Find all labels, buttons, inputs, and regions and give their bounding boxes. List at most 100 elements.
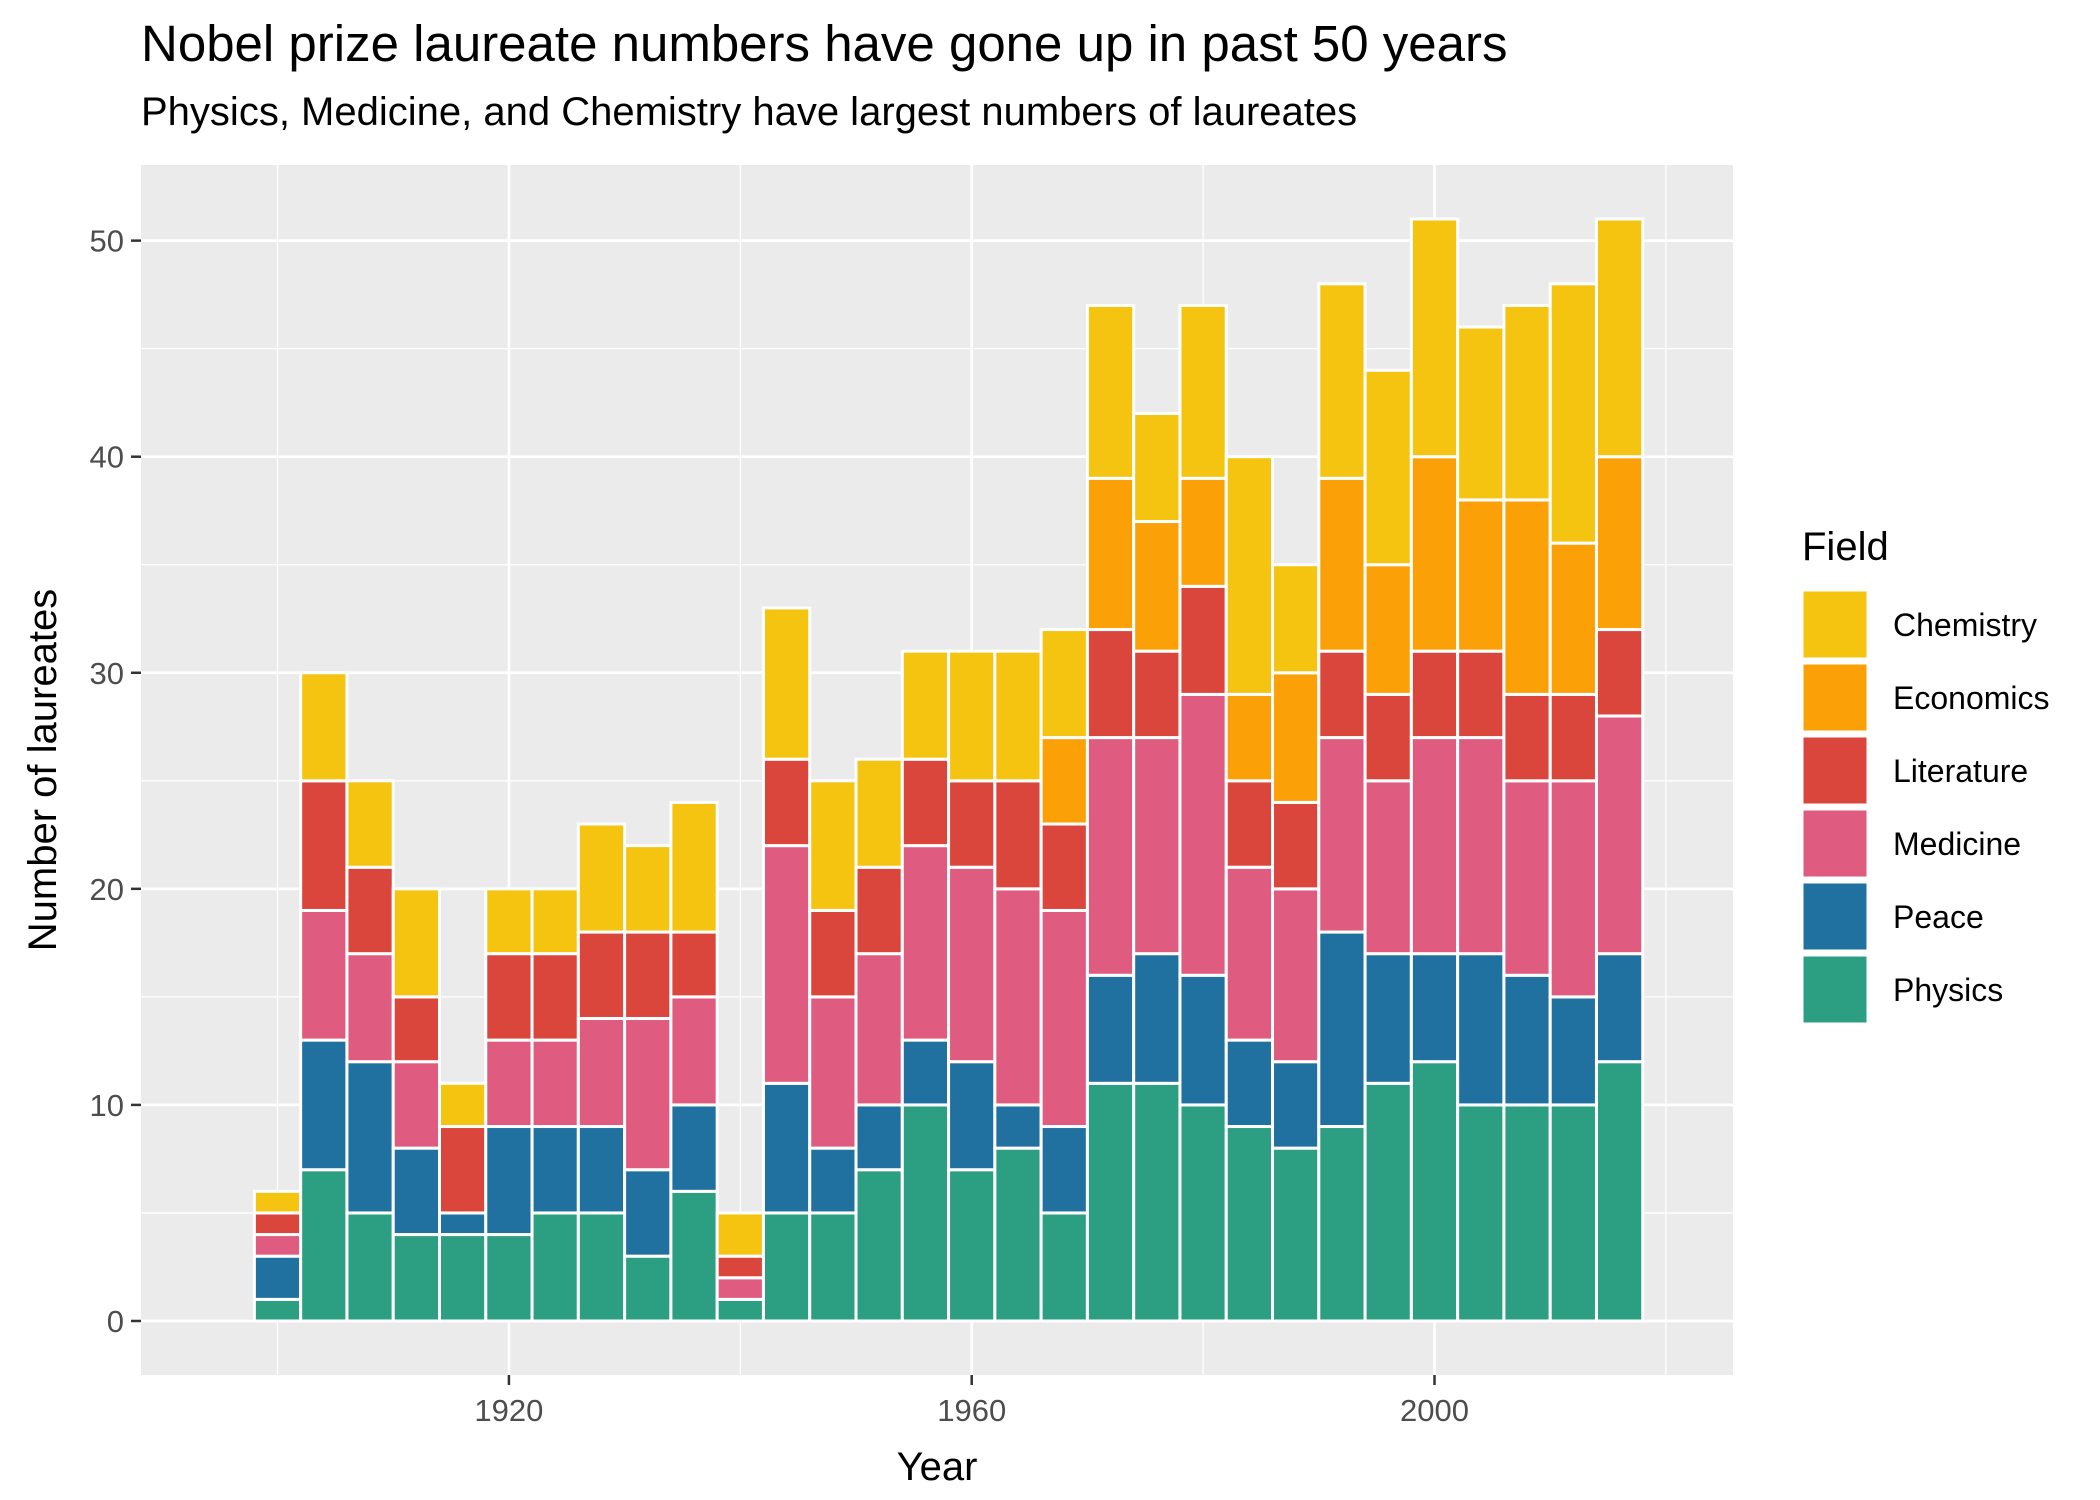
bar-segment-economics-1992: [1317, 476, 1367, 653]
bar-segment-medicine-1984: [1224, 865, 1275, 1042]
legend-key-economics: [1800, 661, 1870, 734]
bar-segment-medicine-2000: [1409, 736, 1460, 956]
bar-segment-physics-1912: [391, 1233, 441, 1323]
bar-segment-physics-1984: [1224, 1125, 1275, 1323]
bar-segment-peace-1956: [900, 1038, 951, 1107]
bar-segment-literature-1996: [1363, 692, 1413, 783]
bar-segment-chemistry-1936: [669, 800, 719, 934]
bar-segment-physics-1904: [299, 1168, 349, 1323]
bar-segment-literature-1920: [484, 952, 534, 1042]
bar-segment-chemistry-1996: [1363, 368, 1413, 567]
bar-segment-peace-1928: [576, 1125, 627, 1215]
bar-segment-literature-1948: [808, 908, 858, 999]
bar-segment-literature-2016: [1594, 628, 1645, 718]
bar-segment-peace-1920: [484, 1125, 534, 1237]
bar-segment-peace-1936: [669, 1103, 719, 1193]
bar-segment-peace-1916: [438, 1211, 488, 1237]
bar-segment-economics-2004: [1456, 498, 1506, 653]
bar-segment-peace-1996: [1363, 952, 1413, 1085]
bar-segment-medicine-2012: [1548, 779, 1598, 999]
bar-segment-literature-1936: [669, 930, 719, 999]
bar-segment-physics-1992: [1317, 1125, 1367, 1323]
legend-title: Field: [1802, 525, 1889, 569]
bar-segment-chemistry-1984: [1224, 455, 1275, 696]
bar-segment-physics-1960: [947, 1168, 997, 1323]
bar-segment-chemistry-1916: [438, 1081, 488, 1129]
bar-segment-peace-1988: [1271, 1060, 1321, 1150]
bar-segment-literature-2000: [1409, 649, 1460, 740]
bar-segment-peace-1924: [530, 1125, 580, 1215]
bar-segment-literature-1968: [1039, 822, 1089, 912]
bar-segment-peace-1948: [808, 1146, 858, 1215]
bar-segment-physics-1952: [854, 1168, 904, 1323]
bar-segment-medicine-2004: [1456, 736, 1506, 956]
bar-segment-physics-2004: [1456, 1103, 1506, 1323]
bar-segment-economics-1996: [1363, 563, 1413, 696]
bar-segment-peace-1968: [1039, 1125, 1089, 1215]
bar-segment-literature-2008: [1502, 692, 1552, 783]
bar-segment-chemistry-1948: [808, 779, 858, 912]
bar-segment-chemistry-1968: [1039, 628, 1089, 740]
bar-segment-peace-1900: [252, 1254, 303, 1301]
bar-segment-chemistry-1956: [900, 649, 951, 761]
y-tick-label: 10: [90, 1088, 124, 1123]
bar-segment-peace-2016: [1594, 952, 1645, 1064]
bar-segment-chemistry-1992: [1317, 282, 1367, 480]
bar-segment-medicine-1956: [900, 844, 951, 1042]
bar-segment-medicine-1944: [761, 844, 812, 1085]
bar-segment-literature-2004: [1456, 649, 1506, 740]
bar-segment-chemistry-1924: [530, 887, 580, 956]
bars-layer: [252, 217, 1645, 1323]
bar-segment-chemistry-1920: [484, 887, 534, 956]
bar-segment-physics-1996: [1363, 1081, 1413, 1323]
bar-segment-peace-2008: [1502, 973, 1552, 1107]
bar-segment-medicine-1932: [623, 1016, 673, 1172]
bar-segment-physics-1948: [808, 1211, 858, 1323]
bar-segment-peace-1976: [1132, 952, 1182, 1085]
y-tick-label: 30: [90, 656, 124, 691]
legend: Field Chemistry Economics Literature Medici…: [1800, 525, 2050, 1026]
bar-segment-economics-1972: [1085, 476, 1136, 632]
legend-key-literature: [1800, 734, 1870, 807]
bar-segment-literature-1972: [1085, 628, 1136, 740]
bar-segment-chemistry-1928: [576, 822, 627, 934]
bar-segment-literature-1916: [438, 1125, 488, 1215]
bar-segment-physics-1928: [576, 1211, 627, 1323]
bar-segment-literature-1932: [623, 930, 673, 1020]
bar-segment-literature-1964: [993, 779, 1043, 891]
x-tick-label: 1960: [937, 1393, 1006, 1428]
bar-segment-chemistry-1980: [1178, 303, 1228, 480]
bar-segment-medicine-1924: [530, 1038, 580, 1129]
bar-segment-physics-2008: [1502, 1103, 1552, 1323]
bar-segment-physics-1980: [1178, 1103, 1228, 1323]
bar-segment-chemistry-1900: [252, 1189, 303, 1215]
legend-label-economics: Economics: [1893, 680, 2050, 716]
bar-segment-medicine-1908: [345, 952, 395, 1064]
bar-segment-peace-1944: [761, 1081, 812, 1215]
bar-segment-literature-1980: [1178, 584, 1228, 696]
bar-segment-medicine-1900: [252, 1233, 303, 1258]
bar-segment-medicine-1988: [1271, 887, 1321, 1064]
bar-segment-physics-1944: [761, 1211, 812, 1323]
bar-segment-medicine-1980: [1178, 692, 1228, 977]
y-axis-label: Number of laureates: [21, 589, 65, 951]
bar-segment-physics-1972: [1085, 1081, 1136, 1323]
chart-subtitle: Physics, Medicine, and Chemistry have la…: [141, 90, 1358, 134]
bar-segment-peace-1908: [345, 1060, 395, 1215]
bar-segment-economics-1980: [1178, 476, 1228, 588]
bar-segment-physics-2012: [1548, 1103, 1598, 1323]
bar-segment-physics-1900: [252, 1297, 303, 1323]
bar-segment-literature-1960: [947, 779, 997, 869]
bar-segment-chemistry-1976: [1132, 411, 1182, 524]
bar-segment-medicine-1960: [947, 865, 997, 1064]
bar-segment-peace-2000: [1409, 952, 1460, 1064]
legend-key-physics: [1800, 953, 1870, 1026]
bar-segment-medicine-1976: [1132, 736, 1182, 956]
bar-segment-chemistry-1952: [854, 757, 904, 869]
axes-layer: 0 10 20 30 40 50 1920 1960 2000: [90, 224, 1469, 1428]
bar-segment-economics-1968: [1039, 736, 1089, 826]
y-tick-label: 40: [90, 440, 124, 475]
legend-key-peace: [1800, 880, 1870, 953]
legend-label-chemistry: Chemistry: [1893, 607, 2037, 643]
